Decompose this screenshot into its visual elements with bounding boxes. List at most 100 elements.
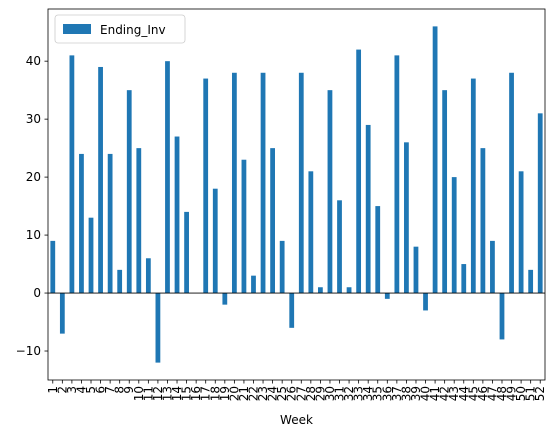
x-tick-label: 50 [514, 386, 528, 401]
bar-week-22 [251, 275, 256, 294]
x-tick-label: 43 [447, 386, 461, 401]
x-tick-label: 29 [313, 386, 327, 401]
x-tick-label: 27 [294, 386, 308, 401]
bar-week-24 [270, 148, 275, 294]
x-tick-label: 35 [371, 386, 385, 401]
bar-week-48 [499, 293, 505, 340]
bar-week-45 [470, 78, 476, 294]
bar-week-37 [394, 55, 400, 294]
bar-week-4 [79, 153, 84, 294]
x-tick-label: 10 [132, 386, 146, 401]
bar-week-51 [528, 269, 534, 294]
bar-week-17 [203, 78, 209, 294]
bar-week-27 [298, 72, 304, 294]
x-tick-label: 21 [237, 386, 251, 401]
x-tick-label: 15 [180, 386, 194, 401]
x-tick-label: 23 [256, 386, 270, 401]
x-tick-label: 2 [55, 386, 69, 394]
x-tick-label: 12 [151, 386, 165, 401]
x-tick-label: 42 [438, 386, 452, 401]
x-tick-label: 46 [476, 386, 490, 401]
x-axis-ticks: 1234567891011121314151617181920212223242… [46, 380, 547, 401]
bar-week-14 [174, 136, 180, 294]
x-tick-label: 3 [65, 386, 79, 394]
x-tick-label: 6 [94, 386, 108, 394]
x-tick-label: 40 [419, 386, 433, 401]
x-tick-label: 11 [141, 386, 155, 401]
bar-week-5 [88, 217, 94, 294]
x-tick-label: 31 [333, 386, 347, 401]
bar-week-6 [98, 66, 103, 294]
bar-week-43 [451, 177, 457, 294]
bar-week-11 [145, 258, 151, 294]
x-tick-label: 26 [285, 386, 299, 401]
x-tick-label: 18 [208, 386, 222, 401]
x-tick-label: 37 [390, 386, 404, 401]
x-tick-label: 28 [304, 386, 318, 401]
bar-week-26 [289, 293, 295, 328]
x-tick-label: 17 [199, 386, 213, 401]
x-tick-label: 45 [466, 386, 480, 401]
bar-week-28 [308, 171, 314, 294]
plot-frame [47, 8, 546, 381]
x-tick-label: 34 [361, 386, 375, 401]
x-tick-label: 49 [505, 386, 519, 401]
y-tick-label: 30 [26, 112, 41, 126]
bar-group [50, 26, 543, 363]
bar-week-30 [327, 90, 333, 294]
x-axis-label: Week [280, 413, 313, 427]
x-tick-label: 13 [160, 386, 174, 401]
x-tick-label: 14 [170, 386, 184, 401]
bar-week-3 [69, 55, 75, 294]
bar-week-35 [375, 206, 381, 294]
bar-week-32 [346, 287, 352, 294]
x-tick-label: 25 [275, 386, 289, 401]
x-tick-label: 51 [524, 386, 538, 401]
bar-week-33 [356, 49, 362, 294]
x-tick-label: 24 [266, 386, 280, 401]
x-tick-label: 30 [323, 386, 337, 401]
bar-week-21 [241, 159, 247, 294]
bar-week-38 [404, 142, 409, 294]
x-tick-label: 8 [113, 386, 127, 394]
y-tick-label: −10 [16, 344, 41, 358]
bar-week-49 [509, 72, 514, 294]
bar-week-31 [337, 200, 342, 294]
x-tick-label: 52 [533, 386, 547, 401]
x-tick-label: 41 [428, 386, 442, 401]
x-tick-label: 22 [246, 386, 260, 401]
y-tick-label: 0 [33, 286, 41, 300]
y-tick-label: 40 [26, 54, 41, 68]
bar-week-15 [184, 211, 189, 294]
bar-week-9 [126, 90, 132, 294]
bar-week-10 [136, 148, 142, 294]
x-tick-label: 47 [485, 386, 499, 401]
x-tick-label: 4 [74, 386, 88, 394]
bar-week-52 [537, 113, 543, 294]
bar-week-39 [413, 246, 419, 294]
y-tick-label: 20 [26, 170, 41, 184]
x-tick-label: 38 [399, 386, 413, 401]
x-tick-label: 1 [46, 386, 60, 394]
bar-week-13 [165, 61, 170, 294]
bar-week-18 [212, 188, 218, 294]
bar-week-41 [432, 26, 438, 294]
x-tick-label: 36 [380, 386, 394, 401]
bar-week-19 [222, 293, 228, 305]
bar-week-12 [155, 293, 161, 363]
bar-week-44 [461, 264, 467, 294]
x-tick-label: 16 [189, 386, 203, 401]
legend-swatch [63, 24, 91, 34]
x-tick-label: 19 [218, 386, 232, 401]
y-tick-label: 10 [26, 228, 41, 242]
legend-label: Ending_Inv [100, 23, 166, 37]
bar-week-42 [442, 90, 448, 294]
bar-week-34 [365, 124, 371, 294]
bar-week-47 [490, 240, 495, 294]
y-axis-ticks: −10 0 10 20 30 40 [16, 54, 48, 358]
bar-week-2 [59, 293, 65, 334]
legend: Ending_Inv [54, 14, 186, 44]
bar-week-46 [480, 148, 486, 294]
bar-week-25 [279, 240, 285, 294]
